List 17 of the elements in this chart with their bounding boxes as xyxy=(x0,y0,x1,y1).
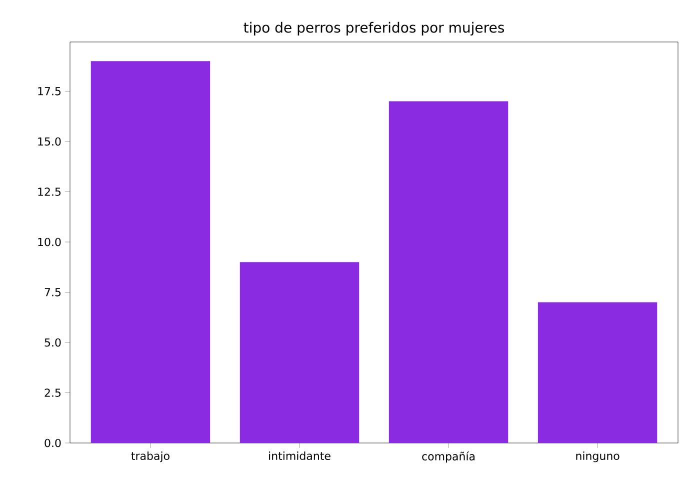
y-tick-label: 17.5 xyxy=(38,87,61,96)
y-tick-label: 0.0 xyxy=(44,438,61,448)
y-tick-label: 2.5 xyxy=(44,388,61,397)
y-tick-label: 10.0 xyxy=(38,238,61,246)
y-tick-label: 12.5 xyxy=(38,188,61,196)
bar xyxy=(388,101,508,443)
x-tick-label: intimidante xyxy=(269,452,330,460)
x-tick-label: ninguno xyxy=(576,452,620,462)
bar xyxy=(538,302,658,443)
x-tick-label: compañía xyxy=(422,452,475,463)
bar xyxy=(240,262,360,443)
y-tick-label: 5.0 xyxy=(44,338,61,347)
x-tick-label: trabajo xyxy=(131,452,170,462)
y-tick-label: 15.0 xyxy=(38,137,61,146)
y-tick-label: 7.5 xyxy=(44,288,61,296)
chart-title: tipo de perros preferidos por mujeres xyxy=(244,22,504,36)
bar xyxy=(90,61,210,443)
